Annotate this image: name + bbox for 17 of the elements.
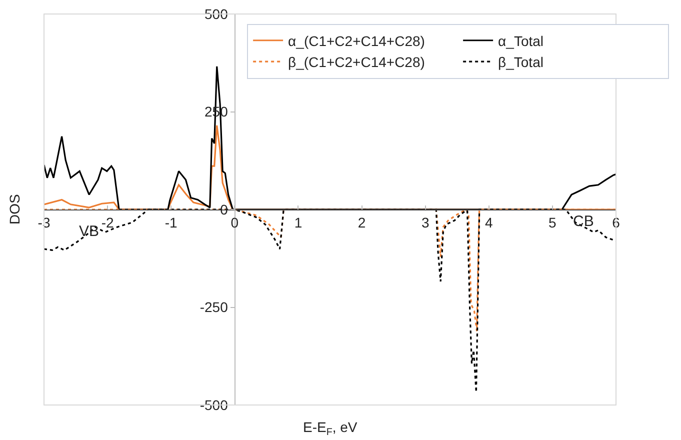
x-tick-label: 2 [358, 214, 366, 230]
legend-label: β_(C1+C2+C14+C28) [288, 54, 425, 70]
annotation: VB [79, 223, 100, 240]
legend-label: β_Total [498, 54, 544, 70]
x-tick-label: 1 [294, 214, 302, 230]
x-tick-label: -2 [101, 214, 114, 230]
x-tick-label: 3 [421, 214, 430, 230]
y-axis-title: DOS [6, 194, 22, 224]
y-tick-label: -250 [200, 299, 228, 316]
x-axis-title: E-E$_{F}$, eV [303, 419, 358, 438]
x-tick-label: -1 [164, 214, 178, 230]
x-tick-label: 4 [484, 214, 493, 230]
annotation: CB [573, 213, 594, 230]
x-tick-label: 5 [548, 214, 557, 230]
legend-label: α_Total [498, 32, 544, 49]
legend-label: α_(C1+C2+C14+C28) [288, 32, 425, 49]
x-tick-label: 0 [230, 214, 239, 230]
